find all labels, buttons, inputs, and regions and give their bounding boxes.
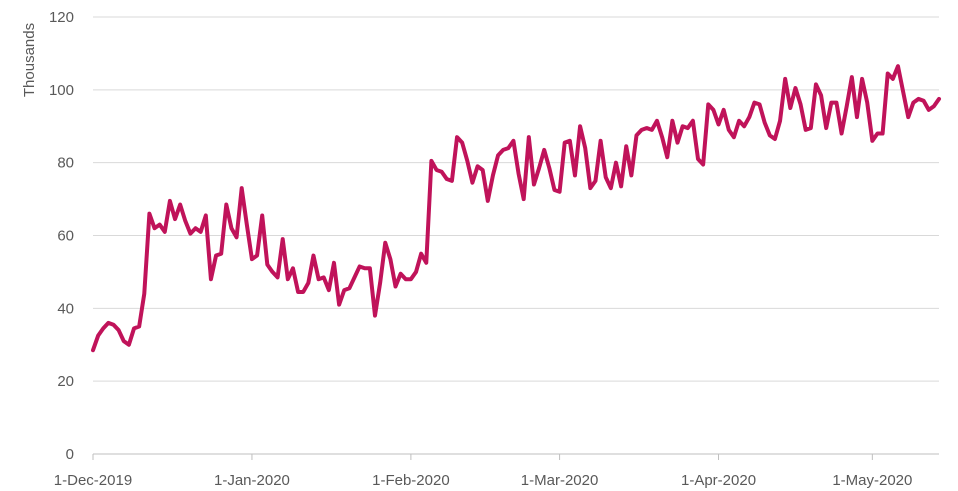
series-layer — [91, 64, 941, 353]
x-tick-label: 1-Apr-2020 — [681, 472, 756, 489]
y-tick-label: 100 — [49, 82, 74, 99]
y-tick-label: 20 — [57, 373, 74, 390]
y-tick-label: 60 — [57, 228, 74, 245]
x-tick-label: 1-Mar-2020 — [521, 472, 599, 489]
y-axis-title: Thousands — [21, 23, 38, 97]
x-axis-tick-labels: 1-Dec-2019 1-Jan-2020 1-Feb-2020 1-Mar-2020… — [54, 472, 913, 489]
y-tick-label: 40 — [57, 300, 74, 317]
x-tick-label: 1-Jan-2020 — [214, 472, 290, 489]
y-tick-label: 80 — [57, 155, 74, 172]
y-tick-label: 120 — [49, 9, 74, 26]
gridlines — [93, 16, 939, 382]
x-axis — [92, 453, 939, 460]
series-line — [91, 64, 941, 353]
x-tick-label: 1-May-2020 — [832, 472, 912, 489]
y-tick-label: 0 — [66, 446, 74, 463]
y-axis-tick-labels: 0 20 40 60 80 100 120 — [49, 9, 74, 463]
x-tick-label: 1-Dec-2019 — [54, 472, 132, 489]
x-tick-label: 1-Feb-2020 — [372, 472, 450, 489]
